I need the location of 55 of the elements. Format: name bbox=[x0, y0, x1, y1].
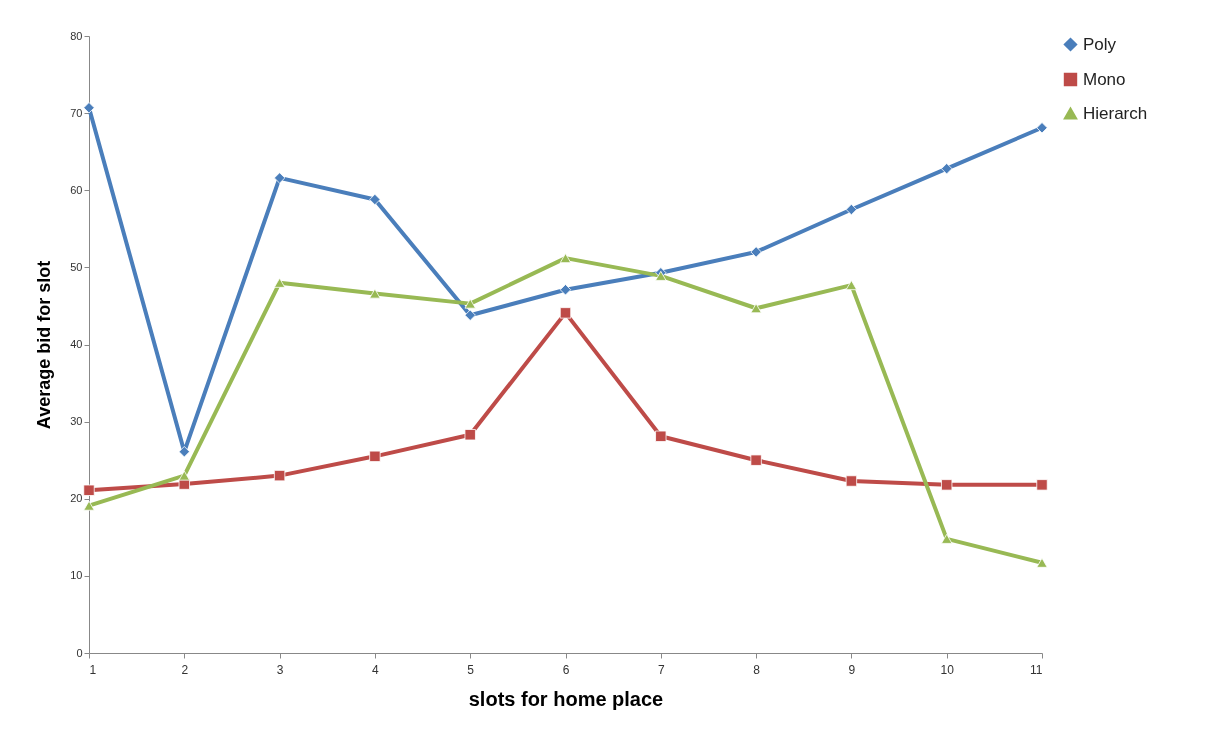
point bbox=[941, 533, 953, 544]
point bbox=[273, 277, 286, 288]
point bbox=[559, 253, 572, 264]
y-tick-label: 10 bbox=[70, 569, 83, 582]
x-tick-label: 6 bbox=[562, 662, 570, 677]
x-tick-label: 8 bbox=[753, 662, 761, 677]
x-tick-label: 7 bbox=[657, 662, 665, 677]
point bbox=[83, 484, 95, 496]
point bbox=[1036, 122, 1048, 134]
y-tick-label: 70 bbox=[70, 106, 83, 119]
point bbox=[845, 203, 858, 216]
point bbox=[83, 500, 95, 511]
point bbox=[369, 193, 381, 206]
point bbox=[845, 475, 858, 487]
point bbox=[655, 430, 667, 442]
x-tick-label: 10 bbox=[940, 662, 955, 677]
y-tick-label: 40 bbox=[70, 338, 83, 350]
point bbox=[559, 307, 572, 319]
legend-label: Poly bbox=[1083, 34, 1117, 54]
legend-label: Hierarch bbox=[1083, 103, 1148, 123]
point bbox=[1036, 557, 1048, 568]
point bbox=[559, 284, 572, 296]
point bbox=[83, 102, 95, 114]
y-tick-label: 30 bbox=[70, 415, 83, 428]
y-tick-label: 50 bbox=[70, 260, 83, 273]
point bbox=[464, 309, 476, 321]
legend-label: Mono bbox=[1083, 69, 1126, 89]
point bbox=[845, 280, 858, 291]
y-tick-label: 20 bbox=[70, 492, 83, 505]
x-tick-label: 1 bbox=[89, 662, 97, 677]
point bbox=[273, 469, 286, 482]
point bbox=[750, 246, 762, 258]
x-axis-title: slots for home place bbox=[468, 687, 664, 710]
point bbox=[464, 429, 476, 441]
x-tick-label: 4 bbox=[372, 662, 380, 677]
y-tick-label: 0 bbox=[76, 646, 83, 659]
point bbox=[941, 163, 953, 175]
point bbox=[750, 303, 762, 314]
x-tick-label: 3 bbox=[276, 662, 284, 677]
point bbox=[941, 479, 953, 491]
point bbox=[178, 470, 190, 481]
point bbox=[464, 298, 476, 309]
point bbox=[273, 172, 286, 184]
y-axis-title: Average bid for slot bbox=[34, 260, 55, 430]
x-tick-label: 11 bbox=[1030, 662, 1043, 677]
x-tick-label: 2 bbox=[181, 662, 189, 677]
point bbox=[178, 446, 190, 458]
point bbox=[369, 288, 381, 299]
y-tick-label: 80 bbox=[70, 29, 83, 42]
point bbox=[1036, 479, 1048, 491]
y-tick-label: 60 bbox=[70, 183, 83, 196]
point bbox=[750, 454, 762, 466]
point bbox=[369, 450, 381, 462]
x-tick-label: 5 bbox=[467, 662, 475, 677]
x-tick-label: 9 bbox=[848, 662, 856, 677]
